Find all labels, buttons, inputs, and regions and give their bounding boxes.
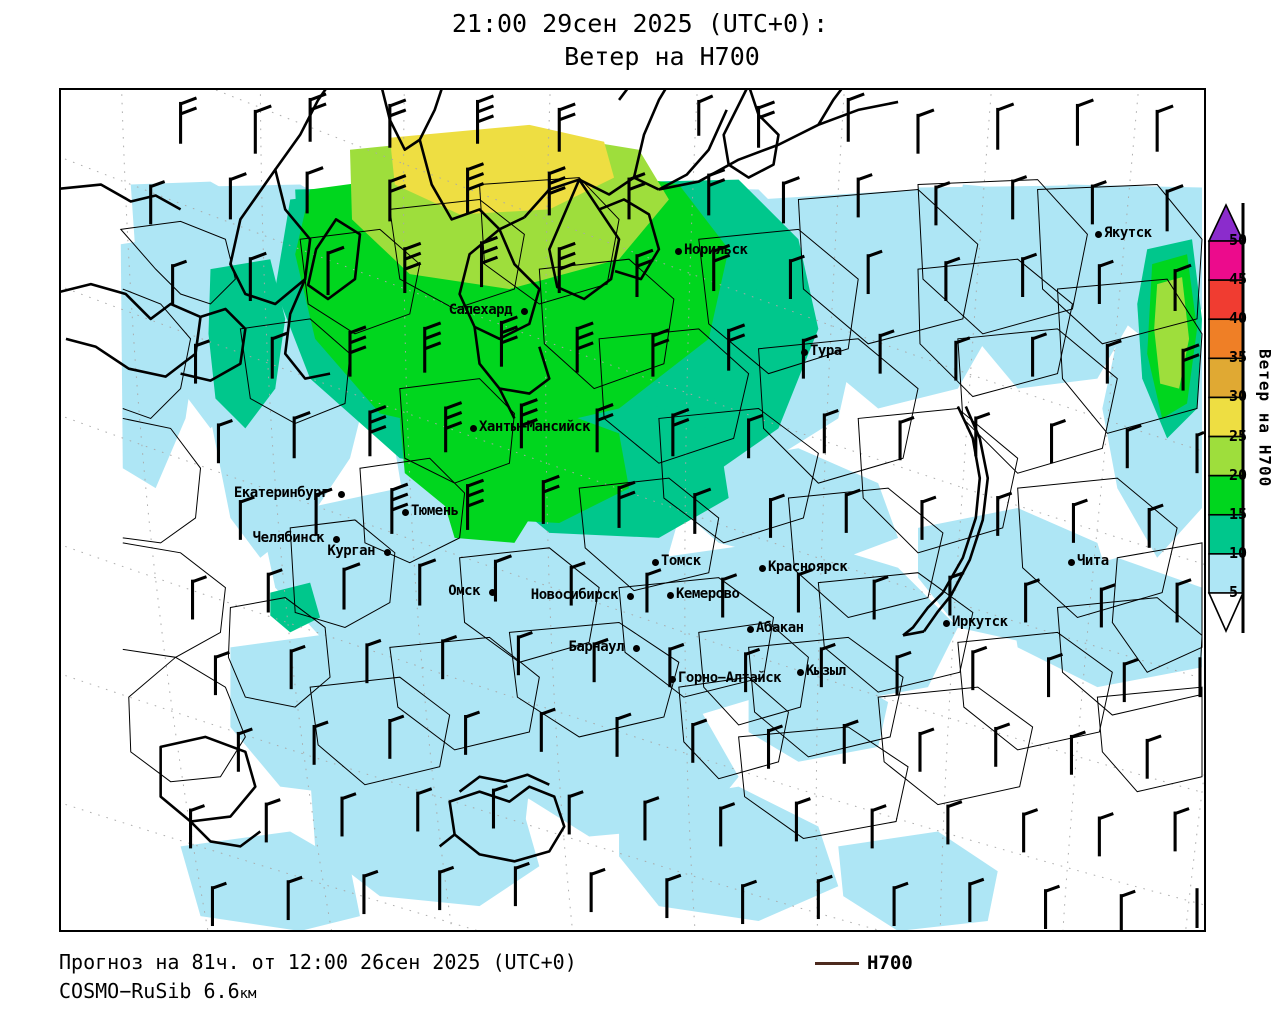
colorbar-tick-label: 35 <box>1229 348 1248 367</box>
model-name: COSMO−RuSib 6.6 <box>59 979 240 1003</box>
model-resolution-unit: км <box>239 986 257 1002</box>
colorbar-tick-label: 45 <box>1229 270 1248 289</box>
colorbar-band <box>1208 240 1244 281</box>
colorbar-tick-label: 15 <box>1229 504 1248 523</box>
colorbar-band <box>1208 357 1244 399</box>
h700-line-swatch <box>815 961 859 965</box>
colorbar-tick-label: 25 <box>1229 426 1248 445</box>
wind-barbs <box>149 92 1204 930</box>
title-variable: Ветер на H700 <box>564 41 760 71</box>
coastline <box>61 90 990 863</box>
colorbar-band <box>1208 553 1244 594</box>
colorbar[interactable]: 50 45 40 35 30 25 20 15 10 5 Ветер на H700 <box>1203 203 1277 633</box>
page-title: 21:00 29сен 2025 (UTC+0): Ветер на H700 <box>0 8 1280 73</box>
title-valid-time: 21:00 29сен 2025 (UTC+0): <box>451 9 829 38</box>
colorbar-tick-label: 50 <box>1229 231 1248 249</box>
map-canvas <box>61 90 1204 930</box>
colorbar-tick-label: 5 <box>1229 583 1239 601</box>
colorbar-swatches <box>1207 203 1245 633</box>
colorbar-band <box>1208 435 1244 477</box>
colorbar-band <box>1208 318 1244 360</box>
weather-map[interactable]: Норильск Салехард Тура Якутск Ханты−Мансийск… <box>59 88 1206 932</box>
colorbar-tick-label: 40 <box>1229 309 1248 328</box>
model-info: COSMO−RuSib 6.6км <box>59 977 1219 1006</box>
h700-legend: H700 <box>815 952 913 974</box>
colorbar-tick-label: 10 <box>1229 543 1248 562</box>
colorbar-band <box>1208 474 1244 516</box>
footer: Прогноз на 81ч. от 12:00 26сен 2025 (UTC… <box>59 948 1219 1006</box>
colorbar-band-below-min <box>1207 592 1245 633</box>
colorbar-tick-label: 20 <box>1229 465 1248 484</box>
colorbar-tick-label: 30 <box>1229 387 1248 406</box>
forecast-info: Прогноз на 81ч. от 12:00 26сен 2025 (UTC… <box>59 950 577 974</box>
colorbar-title: Ветер на H700 <box>1255 348 1275 488</box>
h700-legend-label: H700 <box>867 952 913 974</box>
colorbar-band <box>1208 279 1244 321</box>
